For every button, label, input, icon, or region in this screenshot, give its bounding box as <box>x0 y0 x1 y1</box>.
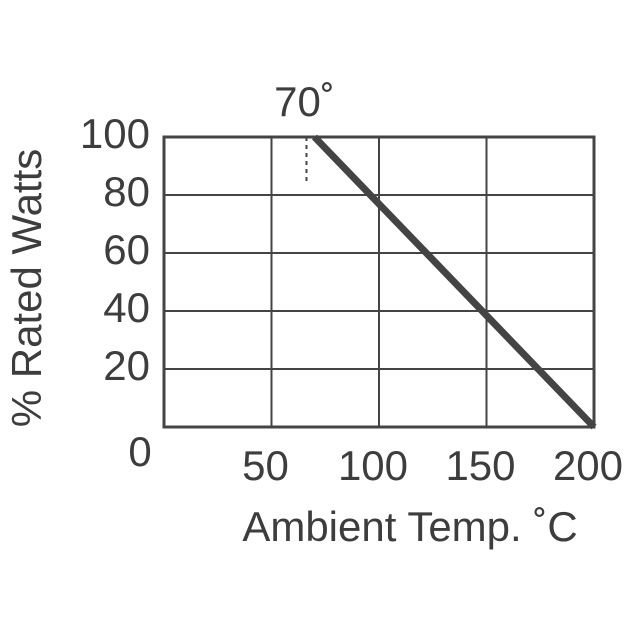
y-tick-label: 0 <box>128 428 151 475</box>
line <box>311 134 597 430</box>
y-tick-label: 80 <box>103 168 150 215</box>
annotation: 70˚ <box>274 78 335 125</box>
y-tick-label: 100 <box>80 110 150 157</box>
y-tick-label: 40 <box>103 284 150 331</box>
y-axis-label: % Rated Watts <box>3 149 50 428</box>
y-tick-label: 20 <box>103 342 150 389</box>
y-tick-label: 60 <box>103 226 150 273</box>
x-tick-label: 200 <box>553 442 623 489</box>
x-tick-label: 50 <box>242 442 289 489</box>
x-tick-label: 100 <box>338 442 408 489</box>
x-tick-label: 150 <box>445 442 515 489</box>
x-axis-label: Ambient Temp. ˚C <box>242 503 577 550</box>
plot-frame <box>162 135 596 429</box>
